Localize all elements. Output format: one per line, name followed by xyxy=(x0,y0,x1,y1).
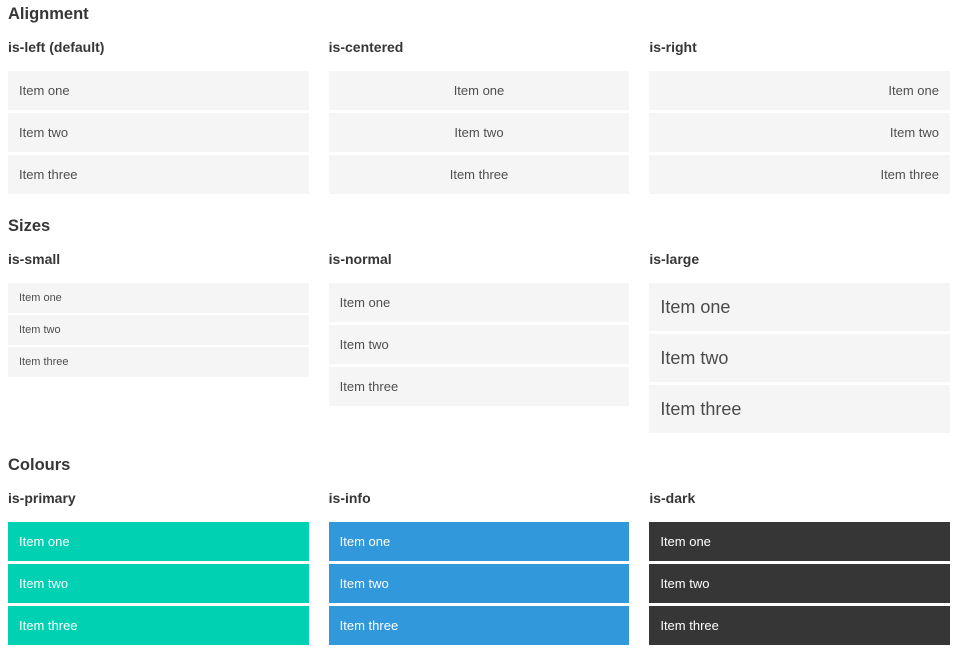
list-item: Item one xyxy=(8,522,309,561)
list-item: Item three xyxy=(8,606,309,645)
list-item: Item three xyxy=(8,155,309,194)
column-heading: is-small xyxy=(8,251,61,267)
list-item: Item three xyxy=(328,155,630,194)
list-small: Item one Item two Item three xyxy=(8,283,309,377)
list-normal: Item one Item two Item three xyxy=(328,283,630,406)
column-heading: is-normal xyxy=(328,251,392,267)
colours-grid: is-primary Item one Item two Item three … xyxy=(8,490,950,648)
column-heading: is-dark xyxy=(649,490,696,506)
list-item: Item two xyxy=(649,564,950,603)
demo-column-is-info: is-info Item one Item two Item three xyxy=(328,490,630,648)
list-item: Item one xyxy=(328,522,630,561)
section-alignment: Alignment is-left (default) Item one Ite… xyxy=(8,4,950,197)
demo-column-is-right: is-right Item one Item two Item three xyxy=(649,39,950,197)
list-item: Item two xyxy=(649,334,950,382)
section-title: Alignment xyxy=(8,5,89,23)
list-primary: Item one Item two Item three xyxy=(8,522,309,645)
list-large: Item one Item two Item three xyxy=(649,283,950,433)
demo-column-is-dark: is-dark Item one Item two Item three xyxy=(649,490,950,648)
section-sizes: Sizes is-small Item one Item two Item th… xyxy=(8,216,950,436)
column-heading: is-large xyxy=(649,251,700,267)
column-heading: is-primary xyxy=(8,490,76,506)
demo-column-is-left: is-left (default) Item one Item two Item… xyxy=(8,39,309,197)
list-item: Item two xyxy=(328,325,630,364)
list-item: Item two xyxy=(8,113,309,152)
list-item: Item two xyxy=(8,564,309,603)
alignment-grid: is-left (default) Item one Item two Item… xyxy=(8,39,950,197)
list-left: Item one Item two Item three xyxy=(8,71,309,194)
column-heading: is-centered xyxy=(328,39,404,55)
list-item: Item two xyxy=(649,113,950,152)
demo-column-is-primary: is-primary Item one Item two Item three xyxy=(8,490,309,648)
list-item: Item one xyxy=(328,71,630,110)
list-item: Item three xyxy=(8,347,309,377)
column-heading: is-info xyxy=(328,490,371,506)
demo-column-is-centered: is-centered Item one Item two Item three xyxy=(328,39,630,197)
demo-column-is-large: is-large Item one Item two Item three xyxy=(649,251,950,436)
list-info: Item one Item two Item three xyxy=(328,522,630,645)
demo-column-is-small: is-small Item one Item two Item three xyxy=(8,251,309,379)
list-item: Item one xyxy=(8,283,309,313)
column-heading: is-right xyxy=(649,39,697,55)
section-colours: Colours is-primary Item one Item two Ite… xyxy=(8,455,950,648)
list-item: Item one xyxy=(8,71,309,110)
list-item: Item one xyxy=(328,283,630,322)
list-item: Item three xyxy=(649,385,950,433)
list-item: Item one xyxy=(649,283,950,331)
sizes-grid: is-small Item one Item two Item three is… xyxy=(8,251,950,436)
list-item: Item three xyxy=(649,606,950,645)
list-item: Item one xyxy=(649,522,950,561)
list-item: Item three xyxy=(328,367,630,406)
list-item: Item three xyxy=(649,155,950,194)
list-item: Item two xyxy=(328,564,630,603)
list-dark: Item one Item two Item three xyxy=(649,522,950,645)
section-title: Sizes xyxy=(8,217,51,235)
list-item: Item two xyxy=(8,315,309,345)
column-heading: is-left (default) xyxy=(8,39,105,55)
list-item: Item one xyxy=(649,71,950,110)
list-right: Item one Item two Item three xyxy=(649,71,950,194)
demo-column-is-normal: is-normal Item one Item two Item three xyxy=(328,251,630,409)
list-item: Item three xyxy=(328,606,630,645)
list-item: Item two xyxy=(328,113,630,152)
section-title: Colours xyxy=(8,456,71,474)
list-centered: Item one Item two Item three xyxy=(328,71,630,194)
